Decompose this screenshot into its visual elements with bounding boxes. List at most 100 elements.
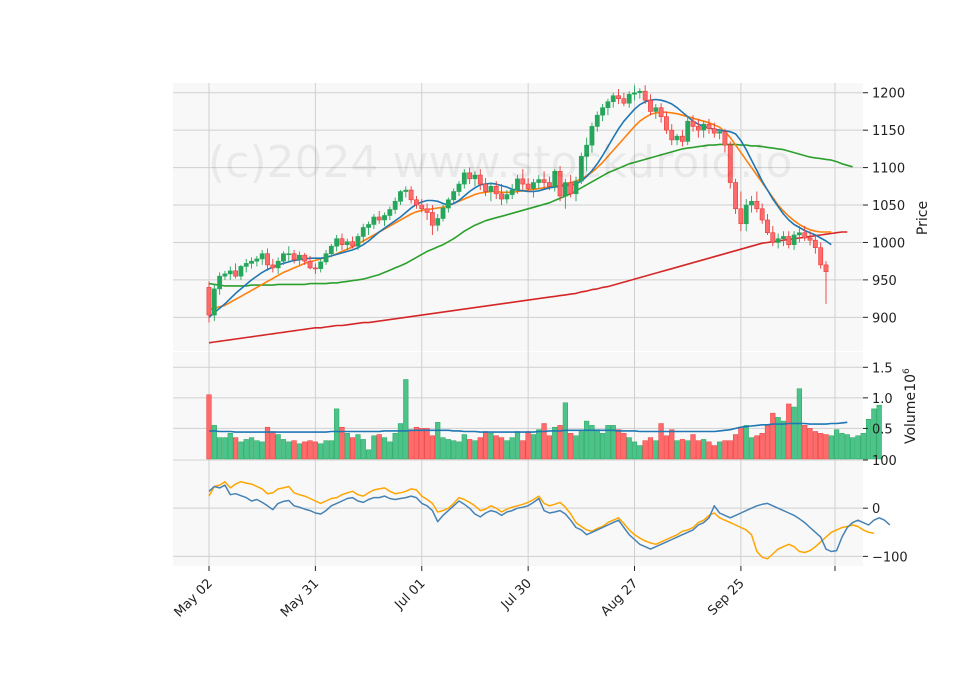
candle-body [414,199,419,206]
candle-body [754,200,760,210]
candle-body [376,216,382,221]
candle-body [733,182,738,210]
volume-bar [578,431,584,460]
candle-body [291,253,297,260]
candle [414,196,419,209]
candle [424,203,430,220]
volume-bar [775,417,781,460]
candle [265,248,270,271]
candle-body [488,186,494,192]
candle [376,211,382,224]
candle-body [392,200,398,210]
candle [637,88,643,99]
volume-bar [334,408,340,460]
volume-bar [376,434,382,460]
candle-body [328,245,334,254]
candle [664,111,669,134]
volume-bar [626,437,632,460]
candle-body [493,186,499,195]
oscillator-panel-bg [173,460,863,566]
volume-bar [451,440,457,460]
candle-body [461,172,467,185]
candle-body [504,194,510,200]
sma-long-line [208,231,848,344]
candle-body [547,182,552,187]
volume-bar [525,431,531,460]
volume-bar [514,431,521,460]
volume-bar [876,404,882,460]
candle-body [578,156,584,182]
candle-body [770,232,776,243]
candle [653,103,659,119]
volume-bar [759,433,765,460]
candle [781,231,786,247]
candle [318,258,324,273]
candle-body [206,287,212,316]
volume-bar [243,439,249,460]
candle [504,190,510,204]
candle-body [536,179,542,183]
candle [217,272,223,295]
candle-body [440,207,446,219]
candle-body [812,239,818,248]
candle [398,190,403,206]
volume-bar [727,440,733,460]
volume-bar [871,408,877,460]
volume-bar [621,433,627,460]
volume-bar [802,425,808,460]
candle [621,92,627,107]
candle [802,225,808,241]
volume-bar [695,440,701,460]
volume-bar [615,429,622,460]
volume-bar [440,437,446,460]
volume-bar [259,441,265,460]
volume-bar [408,429,414,460]
oscillator-tick-label: 0 [872,502,880,517]
volume-bar [828,435,834,460]
candle [222,270,228,280]
volume-bar [286,441,292,460]
volume-bar [365,449,372,460]
sma-fast-line [208,98,832,318]
candle [727,141,733,189]
candle [695,118,701,138]
candle [328,243,334,258]
candle-body [243,263,249,267]
candle-body [573,180,579,195]
volume-bar [323,440,329,460]
candle [733,178,738,215]
candle [770,225,776,247]
candle-body [743,204,749,225]
volume-bar [344,433,350,460]
volume-bar [360,439,366,460]
candle [291,249,297,264]
candle-body [621,98,627,104]
volume-bar [834,429,840,460]
candle [711,122,717,138]
candle [786,231,792,249]
volume-bar [371,435,377,460]
price-tick-label: 1050 [872,199,905,214]
candle-body [472,174,478,180]
volume-bar [674,440,680,460]
volume-bar [211,425,217,460]
candle [435,214,441,232]
candle [520,169,526,191]
candle [749,196,754,213]
candle-body [679,135,685,142]
candle [632,85,637,101]
price-tick-label: 950 [872,274,897,289]
oscillator-panel [208,480,891,560]
volume-bar [445,439,451,460]
volume-bar [264,426,271,460]
volume-bar [610,425,616,460]
volume-bar [823,434,829,460]
price-tick-label: 1200 [872,87,905,102]
candle [360,223,366,243]
volume-bar [568,433,574,460]
price-tick-label: 1150 [872,124,905,139]
volume-unit-exponent: 6 [902,368,912,374]
volume-bar [424,428,430,460]
volume-bar [743,425,749,460]
price-panel-bg [173,83,863,351]
